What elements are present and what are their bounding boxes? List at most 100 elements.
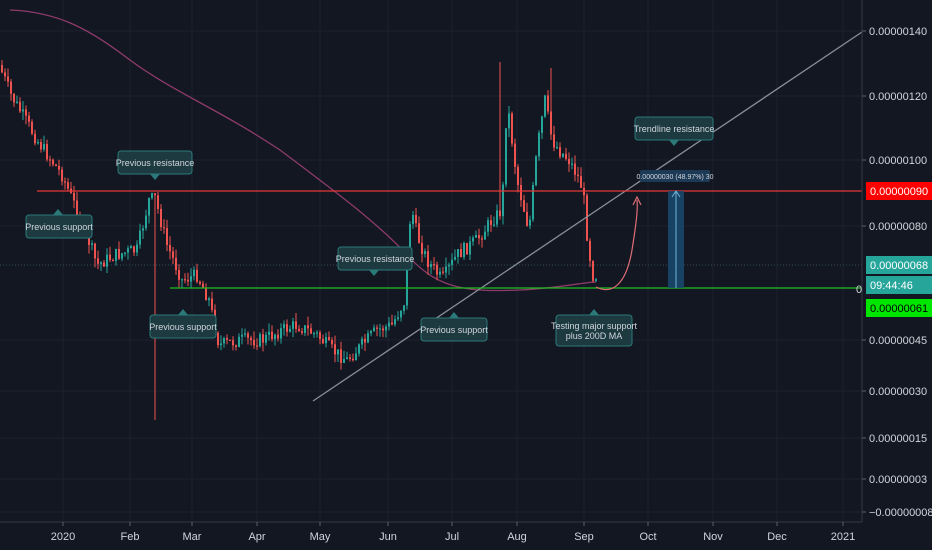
candle-body [130, 246, 132, 249]
candle-body [286, 324, 288, 332]
annotations-layer[interactable]: Previous support Previous resistance Previ… [25, 116, 714, 347]
candle-body [466, 243, 468, 255]
candle-body [373, 327, 375, 332]
candle-body [592, 261, 594, 281]
candle-body [547, 95, 549, 112]
candle-body [190, 276, 192, 282]
candle-body [580, 176, 582, 188]
candle-body [196, 269, 198, 282]
candle-body [439, 271, 441, 275]
candle-body [361, 338, 363, 345]
candle-body [55, 164, 57, 166]
annotation-text: Previous resistance [336, 254, 415, 264]
candle-body [460, 249, 462, 258]
x-axis[interactable]: 2020 Feb Mar Apr May Jun Jul Aug Sep Oct Nov Dec 202… [0, 521, 862, 543]
candle-body [334, 344, 336, 355]
candle-body [307, 325, 309, 329]
candle-body [40, 142, 42, 150]
candle-body [478, 235, 480, 239]
candle-body [100, 262, 102, 264]
candle-body [178, 270, 180, 280]
price-tag-label: 0.00000090 [870, 186, 928, 198]
candle-body [445, 266, 447, 273]
candle-body [316, 332, 318, 334]
annotation-pointer [669, 140, 679, 146]
y-axis[interactable]: 0.00000140 0.00000120 0.00000100 0.00000080… [861, 0, 932, 522]
candle-body [22, 109, 24, 112]
y-tick-label: 0.00000003 [869, 474, 927, 486]
candle-body [526, 211, 528, 226]
x-tick-label: May [310, 531, 331, 543]
candle-body [457, 249, 459, 257]
candle-body [157, 195, 159, 209]
annotation-pointer [53, 209, 63, 215]
candle-body [67, 182, 69, 189]
candle-body [25, 109, 27, 116]
candle-body [319, 332, 321, 339]
candle-body [538, 132, 540, 157]
candle-body [583, 187, 585, 196]
candle-body [226, 338, 228, 340]
annotation-text: Previous support [149, 322, 217, 332]
candle-body [517, 166, 519, 186]
candle-body [424, 251, 426, 255]
y-tick-label: 0.00000045 [869, 335, 927, 347]
candle-body [553, 134, 555, 148]
candle-body [571, 163, 573, 165]
candle-body [247, 333, 249, 338]
candle-body [532, 185, 534, 220]
candle-body [595, 279, 597, 281]
price-tags: 0.00000090 0.00000068 09:44:46 0.00000061 0 [856, 182, 932, 317]
ma-200d-line [9, 9, 597, 292]
candle-body [544, 95, 546, 117]
candle-body [205, 287, 207, 301]
y-tick-label: −0.00000008 [869, 507, 932, 519]
candle-body [265, 334, 267, 343]
annotation-pointer [589, 309, 599, 315]
candle-body [142, 228, 144, 231]
candle-body [121, 253, 123, 259]
drawing-lines[interactable]: 0.00000030 (48.97%) 30 [0, 31, 863, 402]
candle-body [430, 264, 432, 268]
candle-body [280, 328, 282, 339]
candle-body [340, 349, 342, 363]
candle-body [61, 169, 63, 182]
candle-body [115, 248, 117, 261]
candle-body [10, 81, 12, 94]
candle-body [271, 331, 273, 340]
x-tick-label: Jul [445, 531, 459, 543]
candle-body [118, 248, 120, 259]
candle-body [244, 333, 246, 335]
price-tag-box [866, 256, 932, 274]
candle-body [148, 198, 150, 216]
candle-body [382, 328, 384, 331]
candle-body [181, 279, 183, 281]
candle-body [184, 279, 186, 281]
candle-body [514, 143, 516, 167]
candle-body [508, 113, 510, 129]
candle-body [418, 223, 420, 243]
candle-body [436, 264, 438, 275]
candle-body [295, 321, 297, 329]
trendline[interactable] [312, 31, 863, 402]
candle-body [349, 357, 351, 359]
candle-body [352, 358, 354, 361]
candle-body [355, 353, 357, 361]
projection-arrow-line[interactable] [595, 199, 638, 291]
candle-body [202, 283, 204, 288]
annotation-text: Previous support [25, 222, 93, 232]
x-tick-label: Oct [639, 531, 656, 543]
x-tick-label: Apr [248, 531, 265, 543]
candle-body [376, 327, 378, 329]
candle-body [493, 224, 495, 226]
candle-body [136, 244, 138, 253]
candle-body [49, 159, 51, 161]
candle-body [541, 116, 543, 133]
candle-body [172, 251, 174, 258]
candle-body [235, 345, 237, 347]
candle-body [28, 115, 30, 122]
candle-body [394, 319, 396, 325]
candle-body [4, 72, 6, 77]
